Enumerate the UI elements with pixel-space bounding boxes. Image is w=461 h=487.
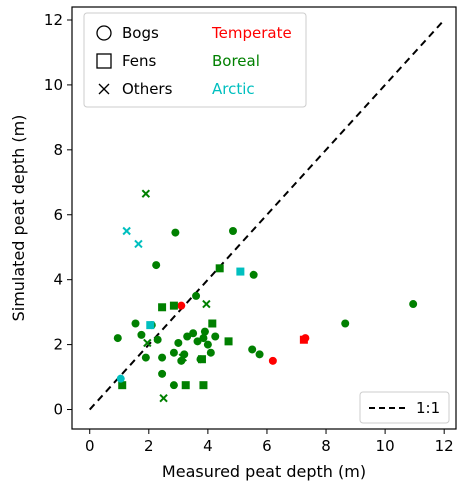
legend-square-icon xyxy=(96,53,112,69)
point-boreal-41 xyxy=(159,393,168,403)
legend-color-entries: Temperate Boreal Arctic xyxy=(211,24,292,98)
y-tick-label-0: 0 xyxy=(53,401,63,419)
point-boreal-9 xyxy=(169,381,178,390)
point-boreal-43 xyxy=(202,299,211,309)
point-boreal-12 xyxy=(174,338,183,347)
point-boreal-42 xyxy=(178,353,187,362)
legend-shape-entries: Bogs Fens Others xyxy=(96,24,173,98)
point-boreal-10 xyxy=(169,348,178,357)
point-boreal-43-stroke-b xyxy=(202,299,211,309)
point-boreal-40-stroke-b xyxy=(141,189,151,198)
point-boreal-26 xyxy=(248,345,257,354)
x-tick-label-1: 2 xyxy=(144,437,154,455)
point-boreal-17 xyxy=(192,291,201,300)
point-boreal-6 xyxy=(152,261,161,270)
y-tick-label-1: 2 xyxy=(53,336,63,354)
point-boreal-44 xyxy=(143,338,152,348)
legend-color-label-0: Temperate xyxy=(211,24,292,42)
point-boreal-33 xyxy=(169,301,178,310)
point-boreal-22 xyxy=(203,340,212,349)
reference-line-legend: 1:1 xyxy=(359,391,450,424)
point-boreal-5 xyxy=(153,335,162,344)
x-tick-label-4: 8 xyxy=(321,437,331,455)
legend-shape-label-2: Others xyxy=(122,80,173,98)
point-boreal-36 xyxy=(199,381,208,390)
point-boreal-7 xyxy=(158,369,167,378)
legend-x-icon xyxy=(98,83,110,95)
y-axis-label: Simulated peat depth (m) xyxy=(9,115,28,322)
point-boreal-30 xyxy=(409,300,418,309)
x-tick-label-6: 12 xyxy=(435,437,454,455)
point-boreal-40 xyxy=(141,189,151,198)
point-boreal-21 xyxy=(200,327,209,336)
x-tick-label-2: 4 xyxy=(203,437,213,455)
point-boreal-24 xyxy=(211,332,220,341)
y-tick-label-4: 8 xyxy=(53,141,63,159)
point-boreal-35 xyxy=(197,355,206,364)
point-boreal-23 xyxy=(206,348,215,357)
legend-shape-label-0: Bogs xyxy=(122,24,159,42)
y-tick-label-3: 6 xyxy=(53,206,63,224)
point-boreal-31 xyxy=(118,381,127,390)
series-temperate xyxy=(177,301,310,365)
x-tick-label-3: 6 xyxy=(262,437,272,455)
series-boreal xyxy=(113,189,418,403)
point-arctic-3 xyxy=(122,226,131,236)
point-boreal-25 xyxy=(228,226,237,235)
point-temperate-3 xyxy=(299,335,308,344)
point-boreal-1 xyxy=(131,319,140,328)
point-boreal-3 xyxy=(141,353,150,362)
point-arctic-2 xyxy=(236,267,245,276)
legend-color-label-1: Boreal xyxy=(212,52,260,70)
point-boreal-41-stroke-b xyxy=(159,393,168,403)
point-boreal-27 xyxy=(249,270,258,279)
x-tick-label-0: 0 xyxy=(85,437,95,455)
y-tick-label-2: 4 xyxy=(53,271,63,289)
y-tick-label-6: 12 xyxy=(44,11,63,29)
point-arctic-3-stroke-b xyxy=(122,226,131,236)
plot-area xyxy=(88,19,445,411)
legend-box xyxy=(83,12,307,108)
point-arctic-4 xyxy=(134,239,143,249)
point-boreal-29 xyxy=(341,319,350,328)
x-axis-label: Measured peat depth (m) xyxy=(162,462,366,481)
point-boreal-15 xyxy=(183,332,192,341)
x-tick-label-5: 10 xyxy=(376,437,395,455)
plot-frame xyxy=(71,6,457,430)
point-boreal-2 xyxy=(137,330,146,339)
point-boreal-28 xyxy=(255,350,264,359)
x-axis-ticks: 0 2 4 6 8 10 12 xyxy=(85,429,454,455)
y-axis-ticks: 0 2 4 6 8 10 12 xyxy=(44,11,72,419)
legend-x-stroke-b xyxy=(98,83,110,95)
legend-color-label-2: Arctic xyxy=(212,80,255,98)
legend-circle-icon xyxy=(96,25,112,41)
point-boreal-18 xyxy=(193,337,202,346)
point-boreal-16 xyxy=(189,329,198,338)
y-tick-label-5: 10 xyxy=(44,76,63,94)
point-boreal-32 xyxy=(158,303,167,312)
point-arctic-0 xyxy=(116,374,125,383)
point-boreal-39 xyxy=(224,337,233,346)
point-arctic-4-stroke-b xyxy=(134,239,143,249)
point-boreal-0 xyxy=(113,334,122,343)
point-boreal-20 xyxy=(199,334,208,343)
reference-legend-label: 1:1 xyxy=(416,399,440,417)
point-boreal-34 xyxy=(181,381,190,390)
series-arctic xyxy=(116,226,245,383)
point-boreal-37 xyxy=(208,319,217,328)
point-boreal-38 xyxy=(215,264,224,273)
point-boreal-44-stroke-b xyxy=(143,338,152,348)
point-arctic-1 xyxy=(146,321,155,330)
marker-legend: Bogs Fens Others Temperate Boreal Arctic xyxy=(83,12,307,108)
point-boreal-11 xyxy=(171,228,180,237)
point-temperate-1 xyxy=(268,356,277,365)
legend-shape-label-1: Fens xyxy=(122,52,157,70)
point-temperate-0 xyxy=(177,301,186,310)
point-boreal-8 xyxy=(158,353,167,362)
point-boreal-42-stroke-b xyxy=(178,353,187,362)
